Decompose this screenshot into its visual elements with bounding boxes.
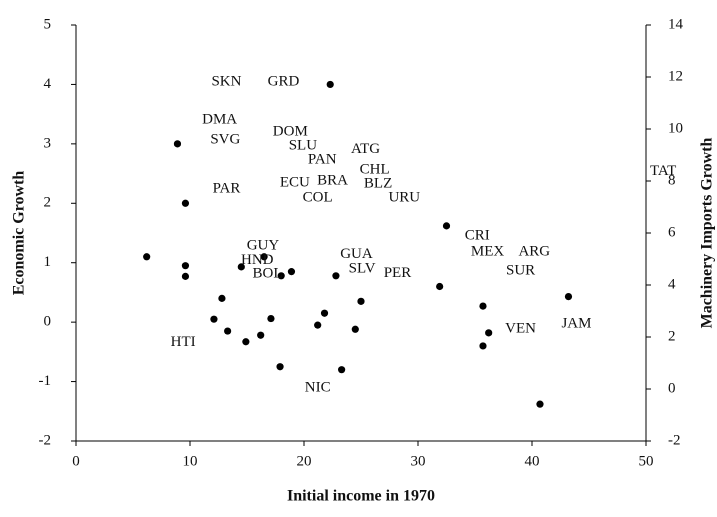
point-label: ARG <box>518 243 550 259</box>
point <box>181 262 190 270</box>
point <box>357 297 365 305</box>
point <box>210 315 218 323</box>
point <box>277 272 285 280</box>
point <box>242 338 250 346</box>
point-label: URU <box>388 189 420 205</box>
x-tick-label: 20 <box>297 453 312 469</box>
x-tick-label: 30 <box>411 453 426 469</box>
point-label: COL <box>303 189 333 205</box>
x-tick-label: 10 <box>183 453 198 469</box>
point-label: SKN <box>211 73 241 89</box>
point-label: TAT <box>650 163 676 179</box>
y-tick-label: -1 <box>39 373 52 389</box>
point <box>436 282 444 291</box>
point-label: SLU <box>289 138 318 154</box>
point-label: DOM <box>273 123 308 139</box>
point-label: GUA <box>340 246 373 262</box>
point <box>173 140 182 148</box>
point <box>267 314 275 323</box>
y2-tick-label: 12 <box>668 68 683 84</box>
point <box>320 309 329 317</box>
point <box>218 294 226 302</box>
point-label: CRI <box>465 227 490 243</box>
point <box>536 400 544 408</box>
point <box>338 366 346 374</box>
point-label: SLV <box>349 261 376 277</box>
point <box>351 325 359 333</box>
y-tick-label: -2 <box>39 432 52 448</box>
point-label: BOL <box>253 265 283 281</box>
point-label: HTI <box>171 334 196 350</box>
y2-tick-label: 0 <box>668 380 676 396</box>
point-label: MEX <box>471 243 505 259</box>
x-tick-label: 40 <box>525 453 540 469</box>
point <box>181 272 190 280</box>
point-label: JAM <box>561 315 591 331</box>
point <box>287 268 296 276</box>
point-label: GUY <box>247 238 280 254</box>
point-label: BLZ <box>364 176 392 192</box>
point <box>332 272 340 280</box>
y2-tick-label: -2 <box>668 432 681 448</box>
point <box>276 363 284 371</box>
x-tick-label: 50 <box>639 453 654 469</box>
y-tick-label: 3 <box>44 135 52 151</box>
point-label: SUR <box>506 262 535 278</box>
x-tick-label: 0 <box>72 453 80 469</box>
point <box>260 253 268 261</box>
point <box>479 342 487 350</box>
y2-tick-label: 4 <box>668 276 676 292</box>
point-label: DMA <box>202 112 237 128</box>
y2-tick-label: 6 <box>668 224 676 240</box>
point-label: PER <box>384 265 412 281</box>
point <box>314 321 322 329</box>
point <box>326 80 334 89</box>
point <box>485 329 493 337</box>
point-label: SVG <box>210 132 240 148</box>
y2-tick-label: 14 <box>668 16 684 32</box>
point <box>181 199 190 207</box>
y2-axis-title: Machinery Imports Growth <box>699 138 716 329</box>
y-tick-label: 5 <box>44 16 52 32</box>
point <box>237 263 245 271</box>
y2-tick-label: 10 <box>668 120 683 136</box>
point <box>224 327 232 335</box>
point-label: BRA <box>317 173 348 189</box>
point-label: PAR <box>213 180 241 196</box>
point-label: GRD <box>268 73 300 89</box>
point-label: PAN <box>308 151 337 167</box>
y-tick-label: 2 <box>44 195 52 211</box>
point-label: NIC <box>305 380 331 396</box>
point-label: CHL <box>360 161 390 177</box>
point <box>564 292 573 301</box>
y-tick-label: 0 <box>44 314 52 330</box>
y2-tick-label: 2 <box>668 328 676 344</box>
x-axis-title: Initial income in 1970 <box>287 488 435 505</box>
y2-tick-label: 8 <box>668 172 676 188</box>
point-label: VEN <box>505 321 536 337</box>
point <box>479 302 487 310</box>
y-tick-label: 4 <box>44 76 52 92</box>
y-axis-title: Economic Growth <box>11 171 28 296</box>
point-label: HND <box>241 252 274 268</box>
point <box>442 222 451 230</box>
point-label: ECU <box>280 175 310 191</box>
point <box>143 253 151 261</box>
point-label: ATG <box>351 141 380 157</box>
point <box>257 331 265 339</box>
y-tick-label: 1 <box>44 254 52 270</box>
